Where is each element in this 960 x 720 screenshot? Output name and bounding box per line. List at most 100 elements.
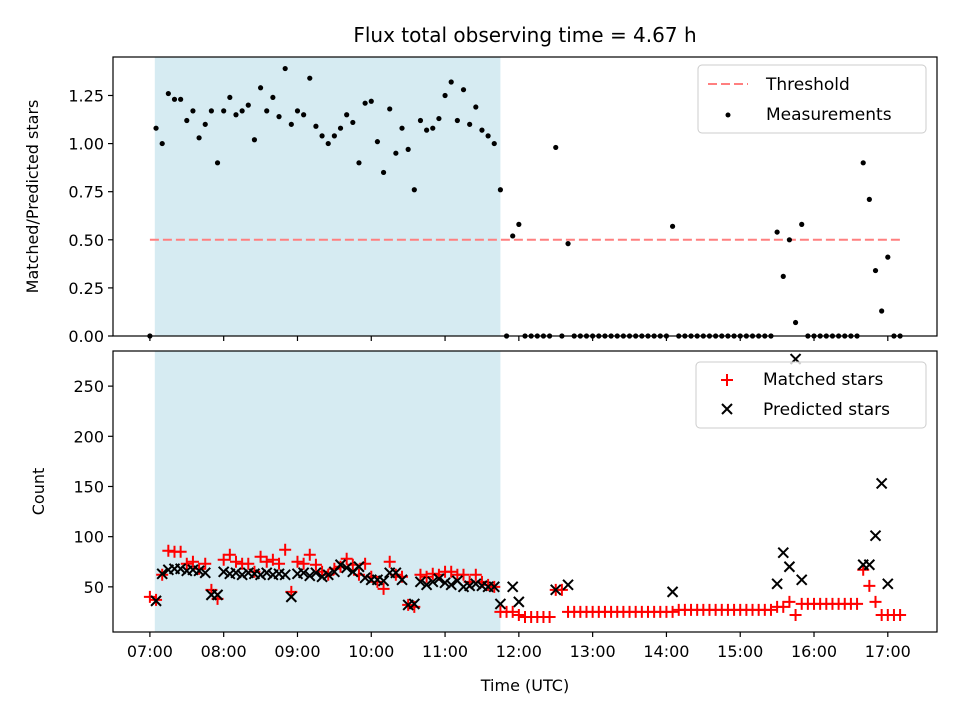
bottom-y-tick-label: 150 (73, 477, 104, 496)
top-x-ticks (149, 336, 889, 341)
measurement-point (879, 308, 885, 314)
predicted-star-point (666, 586, 679, 598)
measurement-point (270, 94, 276, 101)
top-y-tick-label: 0.25 (68, 279, 104, 298)
predicted-star-point (359, 572, 371, 584)
measurement-point (239, 108, 245, 114)
predicted-star-point (771, 578, 783, 590)
predicted-star-point (304, 570, 316, 582)
measurement-point (866, 196, 872, 202)
top-y-tick-label: 0.50 (68, 231, 104, 250)
x-tick-label: 12:00 (496, 642, 542, 661)
measurement-point (516, 221, 522, 227)
predicted-star-point (882, 578, 894, 590)
measurement-point (282, 65, 288, 72)
matched-star-point (764, 603, 777, 616)
measurement-point (510, 233, 516, 239)
matched-star-point (555, 583, 568, 596)
measurement-point (393, 150, 399, 156)
predicted-star-point (334, 559, 347, 571)
measurement-point (368, 98, 374, 104)
predicted-star-point (236, 569, 248, 581)
measurement-point (860, 160, 866, 166)
measurement-point (190, 108, 196, 114)
predicted-star-point (150, 595, 162, 607)
bottom-axes-frame (112, 350, 938, 633)
matched-star-point (469, 568, 482, 581)
matched-legend-marker (721, 374, 733, 386)
measurement-point (467, 121, 473, 127)
measurement-point (565, 241, 571, 247)
matched-star-point (260, 555, 273, 568)
matched-star-point (303, 548, 316, 561)
measurement-point (227, 94, 233, 101)
matched-star-point (279, 543, 292, 556)
measurement-point (294, 108, 301, 114)
predicted-star-point (340, 562, 353, 574)
predicted-star-point (875, 477, 888, 490)
predicted-star-point (285, 591, 298, 603)
predicted-star-point (310, 567, 322, 579)
measurement-point (214, 160, 221, 166)
matched-star-point (291, 555, 304, 568)
measurement-point (399, 125, 405, 131)
legend-predicted-label: Predicted stars (763, 400, 890, 420)
predicted-star-point (156, 568, 168, 580)
measurement-point (436, 115, 442, 122)
measurement-point (430, 125, 436, 131)
matched-star-point (180, 557, 193, 570)
matched-star-point (666, 605, 679, 618)
x-tick-label: 16:00 (791, 642, 837, 661)
predicted-star-point (562, 579, 574, 591)
x-tick-label: 10:00 (348, 642, 394, 661)
top-y-tick-label: 0.00 (68, 327, 104, 346)
predicted-star-point (445, 579, 457, 591)
top-y-axis-label: Matched/Predicted stars (23, 100, 42, 294)
measurement-point (313, 123, 319, 129)
measurement-point (448, 79, 454, 85)
x-tick-label: 11:00 (422, 642, 468, 661)
measurement-point (221, 108, 227, 114)
predicted-star-point (414, 576, 427, 588)
matched-star-point (223, 548, 236, 561)
measurement-point (454, 117, 460, 124)
measurement-point (362, 100, 368, 106)
measurement-point (374, 139, 381, 145)
predicted-star-point (513, 596, 525, 608)
x-tick-label: 08:00 (201, 642, 247, 661)
predicted-star-point (322, 569, 334, 581)
matched-star-point (217, 553, 230, 566)
predicted-star-point (353, 561, 365, 573)
matched-star-point (512, 608, 525, 621)
measurements-points (147, 65, 903, 339)
bottom-y-axis-label: Count (29, 468, 48, 516)
predicted-star-point (463, 580, 476, 592)
matched-star-point (863, 579, 876, 592)
measurement-point (485, 133, 491, 139)
matched-star-point (445, 565, 458, 578)
measurement-point (424, 127, 430, 133)
measurement-point (497, 187, 504, 193)
measurement-point (387, 106, 393, 112)
matched-star-point (174, 545, 187, 558)
matched-star-point (777, 600, 790, 613)
matched-star-point (340, 552, 353, 565)
measurement-point (233, 112, 239, 118)
predicted-star-point (550, 584, 562, 596)
matched-star-point (894, 608, 907, 621)
predicted-star-point (261, 567, 273, 579)
measurement-point (417, 117, 424, 124)
bottom-x-ticks: 07:00 08:00 09:00 10:00 11:00 12:00 13:00 14:00… (127, 632, 911, 661)
measurement-point (276, 114, 282, 120)
matched-star-point (266, 553, 279, 566)
measurement-point (479, 127, 485, 133)
matched-star-point (426, 567, 439, 580)
matched-star-point (420, 570, 433, 583)
matched-star-point (309, 558, 322, 571)
matched-star-point (457, 568, 470, 581)
measurement-point (257, 85, 264, 91)
measurement-point (774, 229, 780, 235)
bottom-y-tick-label: 250 (73, 377, 104, 396)
predicted-star-point (396, 574, 408, 586)
